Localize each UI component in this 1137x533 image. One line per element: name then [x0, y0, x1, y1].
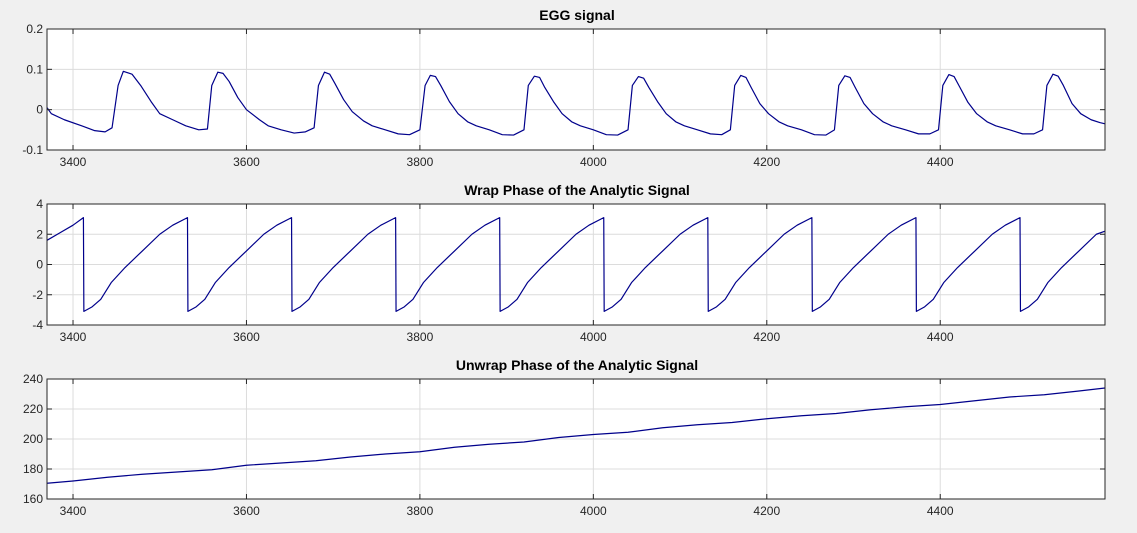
unwrap-phase-y-tick-label: 200	[23, 432, 43, 446]
wrap-phase-x-tick-label: 3800	[407, 330, 434, 344]
unwrap-phase-x-tick-label: 4400	[927, 504, 954, 518]
wrap-phase-y-tick-label: -4	[32, 318, 43, 332]
wrap-phase-y-tick-label: 0	[36, 258, 43, 272]
egg-signal-axes-border	[46, 28, 1106, 151]
unwrap-phase-panel: 3400 3600 3800 4000 4200 4400 160 180 200 220 240 U…	[23, 357, 1106, 518]
wrap-phase-x-tick-label: 3600	[233, 330, 260, 344]
unwrap-phase-series-line	[46, 387, 1106, 484]
unwrap-phase-x-tick-label: 3600	[233, 504, 260, 518]
wrap-phase-x-tick-label: 4400	[927, 330, 954, 344]
wrap-phase-series-line	[46, 217, 1106, 312]
unwrap-phase-y-tick-label: 220	[23, 402, 43, 416]
wrap-phase-y-tick-label: -2	[32, 288, 43, 302]
wrap-phase-panel: 3400 3600 3800 4000 4200 4400 -4 -2 0 2 4 Wrap Phas…	[32, 182, 1106, 344]
egg-signal-series-line	[46, 70, 1106, 136]
unwrap-phase-y-tick-label: 160	[23, 492, 43, 506]
unwrap-phase-x-tick-label: 3400	[60, 504, 87, 518]
unwrap-phase-title: Unwrap Phase of the Analytic Signal	[456, 357, 698, 373]
egg-signal-title: EGG signal	[539, 7, 614, 23]
unwrap-phase-x-tick-label: 3800	[407, 504, 434, 518]
unwrap-phase-x-tick-label: 4000	[580, 504, 607, 518]
egg-signal-plot-area	[46, 28, 1106, 151]
egg-signal-panel: 3400 3600 3800 4000 4200 4400 -0.1 0 0.1 0.2 EGG s…	[22, 7, 1106, 169]
wrap-phase-x-tick-label: 4200	[753, 330, 780, 344]
wrap-phase-title: Wrap Phase of the Analytic Signal	[464, 182, 690, 198]
wrap-phase-y-tick-label: 2	[36, 227, 43, 241]
wrap-phase-x-tick-label: 3400	[60, 330, 87, 344]
egg-signal-x-tick-label: 4400	[927, 155, 954, 169]
egg-signal-x-tick-label: 4000	[580, 155, 607, 169]
egg-signal-y-tick-label: 0	[36, 103, 43, 117]
unwrap-phase-y-tick-label: 180	[23, 462, 43, 476]
egg-signal-y-tick-label: -0.1	[22, 143, 43, 157]
egg-signal-x-tick-label: 4200	[753, 155, 780, 169]
egg-signal-y-tick-label: 0.2	[26, 22, 43, 36]
unwrap-phase-y-tick-label: 240	[23, 372, 43, 386]
unwrap-phase-x-tick-label: 4200	[753, 504, 780, 518]
egg-signal-x-tick-label: 3800	[407, 155, 434, 169]
egg-signal-x-tick-label: 3400	[60, 155, 87, 169]
egg-signal-y-tick-label: 0.1	[26, 62, 43, 76]
egg-signal-x-tick-label: 3600	[233, 155, 260, 169]
wrap-phase-x-tick-label: 4000	[580, 330, 607, 344]
wrap-phase-y-tick-label: 4	[36, 197, 43, 211]
